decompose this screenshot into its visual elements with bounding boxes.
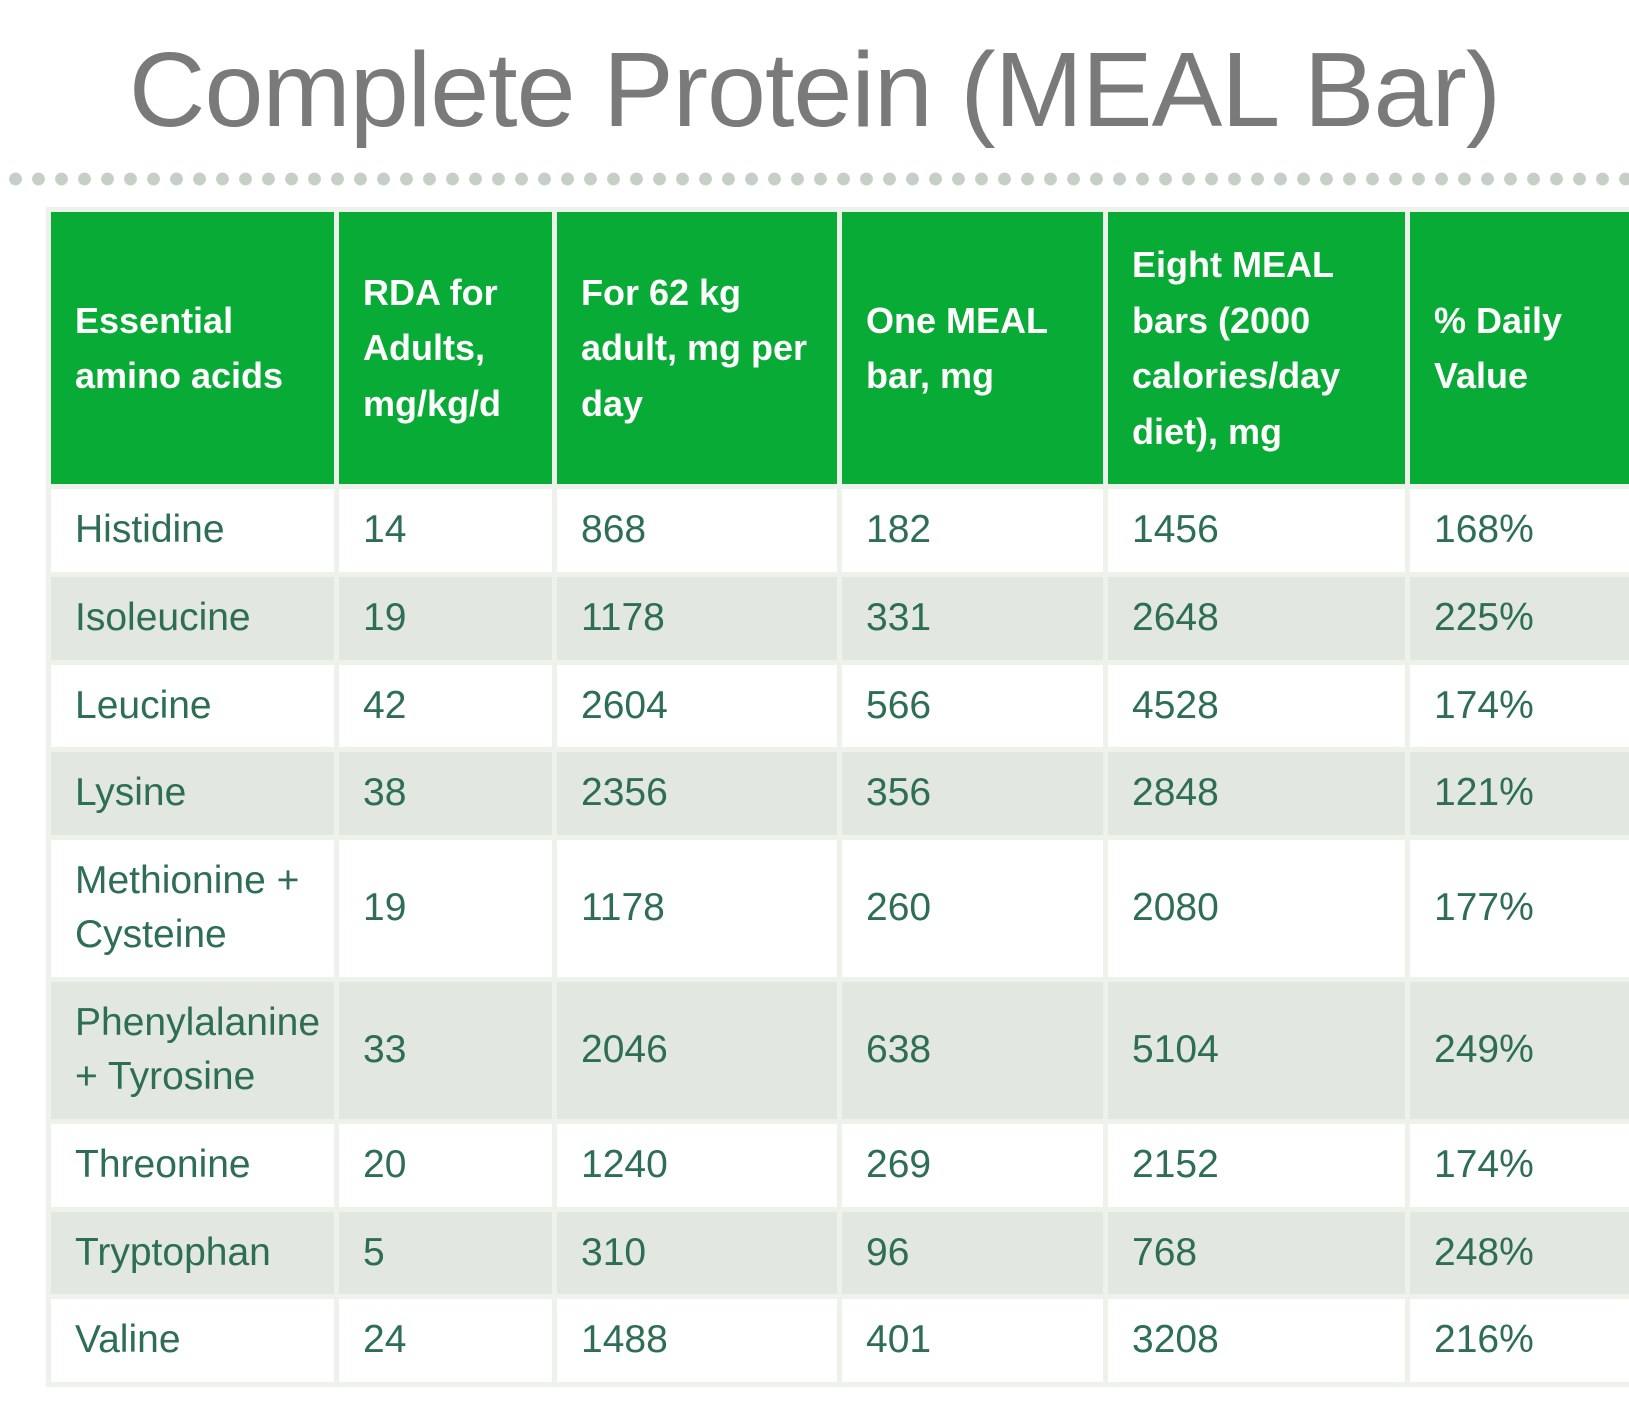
value-cell: 24	[339, 1299, 552, 1382]
table-row: Leucine 42 2604 566 4528 174%	[51, 664, 1629, 748]
header-cell-eight-bars: Eight MEAL bars (2000 calories/day diet)…	[1108, 212, 1405, 485]
header-cell-amino-acids: Essential amino acids	[51, 212, 334, 485]
value-cell: 1178	[557, 839, 837, 977]
row-name-cell: Valine	[51, 1299, 334, 1382]
value-cell: 20	[339, 1124, 552, 1207]
value-cell: 177%	[1410, 839, 1629, 977]
table-row: Isoleucine 19 1178 331 2648 225%	[51, 576, 1629, 660]
value-cell: 19	[339, 839, 552, 977]
value-cell: 638	[842, 981, 1103, 1120]
value-cell: 331	[842, 576, 1103, 660]
value-cell: 38	[339, 752, 552, 835]
value-cell: 260	[842, 839, 1103, 977]
table-row: Methionine + Cysteine 19 1178 260 2080 1…	[51, 839, 1629, 977]
table-body: Histidine 14 868 182 1456 168% Isoleucin…	[51, 489, 1629, 1382]
value-cell: 2046	[557, 981, 837, 1120]
page-title: Complete Protein (MEAL Bar)	[128, 31, 1501, 149]
value-cell: 33	[339, 981, 552, 1120]
value-cell: 1456	[1108, 489, 1405, 572]
value-cell: 4528	[1108, 664, 1405, 748]
value-cell: 216%	[1410, 1299, 1629, 1382]
row-name-cell: Phenylalanine + Tyrosine	[51, 981, 334, 1120]
header-cell-daily-value: % Daily Value	[1410, 212, 1629, 485]
value-cell: 249%	[1410, 981, 1629, 1120]
value-cell: 225%	[1410, 576, 1629, 660]
value-cell: 19	[339, 576, 552, 660]
value-cell: 174%	[1410, 1124, 1629, 1207]
value-cell: 2356	[557, 752, 837, 835]
value-cell: 2080	[1108, 839, 1405, 977]
value-cell: 174%	[1410, 664, 1629, 748]
header-cell-rda: RDA for Adults, mg/kg/d	[339, 212, 552, 485]
value-cell: 310	[557, 1211, 837, 1295]
value-cell: 566	[842, 664, 1103, 748]
value-cell: 868	[557, 489, 837, 572]
value-cell: 401	[842, 1299, 1103, 1382]
table-row: Valine 24 1488 401 3208 216%	[51, 1299, 1629, 1382]
row-name-cell: Isoleucine	[51, 576, 334, 660]
value-cell: 1240	[557, 1124, 837, 1207]
table-row: Threonine 20 1240 269 2152 174%	[51, 1124, 1629, 1207]
table-row: Histidine 14 868 182 1456 168%	[51, 489, 1629, 572]
row-name-cell: Threonine	[51, 1124, 334, 1207]
header-cell-one-bar: One MEAL bar, mg	[842, 212, 1103, 485]
value-cell: 2604	[557, 664, 837, 748]
value-cell: 356	[842, 752, 1103, 835]
value-cell: 182	[842, 489, 1103, 572]
value-cell: 168%	[1410, 489, 1629, 572]
value-cell: 42	[339, 664, 552, 748]
row-name-cell: Lysine	[51, 752, 334, 835]
value-cell: 1178	[557, 576, 837, 660]
value-cell: 14	[339, 489, 552, 572]
row-name-cell: Histidine	[51, 489, 334, 572]
value-cell: 121%	[1410, 752, 1629, 835]
value-cell: 1488	[557, 1299, 837, 1382]
table-row: Phenylalanine + Tyrosine 33 2046 638 510…	[51, 981, 1629, 1120]
value-cell: 248%	[1410, 1211, 1629, 1295]
table-header: Essential amino acids RDA for Adults, mg…	[51, 212, 1629, 485]
value-cell: 768	[1108, 1211, 1405, 1295]
value-cell: 96	[842, 1211, 1103, 1295]
dotted-divider-top	[0, 171, 1629, 188]
table-row: Lysine 38 2356 356 2848 121%	[51, 752, 1629, 835]
row-name-cell: Methionine + Cysteine	[51, 839, 334, 977]
row-name-cell: Tryptophan	[51, 1211, 334, 1295]
header-cell-per-day: For 62 kg adult, mg per day	[557, 212, 837, 485]
value-cell: 5104	[1108, 981, 1405, 1120]
header-row: Essential amino acids RDA for Adults, mg…	[51, 212, 1629, 485]
value-cell: 2848	[1108, 752, 1405, 835]
value-cell: 2648	[1108, 576, 1405, 660]
table-row: Tryptophan 5 310 96 768 248%	[51, 1211, 1629, 1295]
value-cell: 269	[842, 1124, 1103, 1207]
amino-acids-table: Essential amino acids RDA for Adults, mg…	[46, 207, 1629, 1387]
row-name-cell: Leucine	[51, 664, 334, 748]
value-cell: 2152	[1108, 1124, 1405, 1207]
value-cell: 3208	[1108, 1299, 1405, 1382]
value-cell: 5	[339, 1211, 552, 1295]
